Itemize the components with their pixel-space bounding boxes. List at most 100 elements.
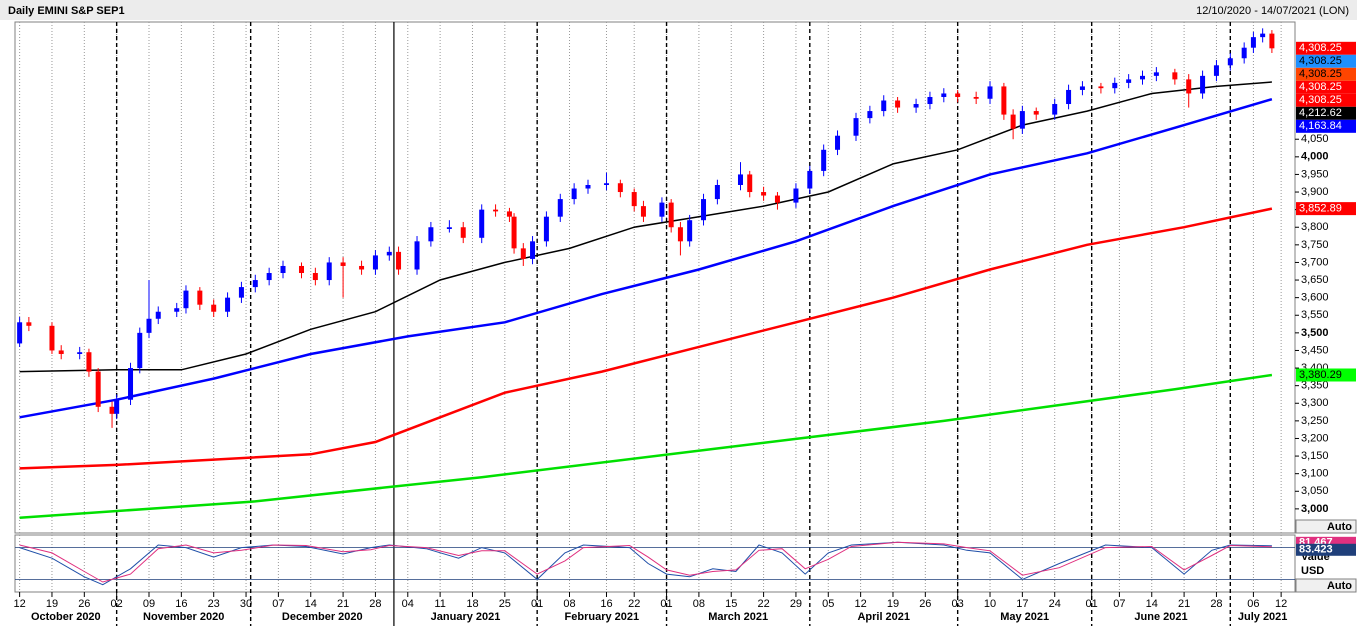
candle-body bbox=[1010, 114, 1016, 129]
price-label: 3,852.89 bbox=[1299, 203, 1342, 215]
price-label-box bbox=[1296, 67, 1356, 81]
x-tick-label: 24 bbox=[1049, 598, 1061, 610]
x-tick-label: 07 bbox=[1113, 598, 1125, 610]
price-label-box bbox=[1296, 93, 1356, 107]
candle-body bbox=[1172, 72, 1178, 80]
candle-body bbox=[114, 399, 120, 414]
x-tick-label: 21 bbox=[1178, 598, 1190, 610]
x-tick-label: 12 bbox=[13, 598, 25, 610]
candle-body bbox=[58, 350, 64, 354]
x-tick-label: 26 bbox=[919, 598, 931, 610]
candle-body bbox=[761, 192, 767, 196]
month-label: April 2021 bbox=[857, 611, 910, 623]
candle-body bbox=[987, 86, 993, 99]
candle-body bbox=[701, 199, 707, 221]
candle-body bbox=[1153, 72, 1159, 76]
candle-body bbox=[460, 227, 466, 238]
y-tick-label: 3,600 bbox=[1301, 292, 1329, 304]
candle-body bbox=[197, 290, 203, 305]
candle-body bbox=[747, 174, 753, 193]
x-tick-label: 26 bbox=[78, 598, 90, 610]
x-tick-label: 09 bbox=[143, 598, 155, 610]
osc-scale-mode[interactable] bbox=[1295, 578, 1357, 593]
x-tick-label: 29 bbox=[790, 598, 802, 610]
candle-body bbox=[86, 352, 92, 372]
price-label: 4,163.84 bbox=[1299, 120, 1342, 132]
moving-average-line bbox=[19, 98, 1273, 419]
candle-body bbox=[298, 265, 304, 274]
candle-body bbox=[359, 265, 365, 270]
price-axis-mode[interactable] bbox=[1295, 519, 1357, 534]
y-tick-label: 3,550 bbox=[1301, 309, 1329, 321]
x-tick-label: 22 bbox=[757, 598, 769, 610]
candle-body bbox=[414, 241, 420, 270]
price-panel-frame bbox=[14, 21, 1296, 534]
price-label-box bbox=[1296, 202, 1356, 216]
candle-body bbox=[26, 322, 32, 326]
candle-body bbox=[955, 93, 961, 97]
x-tick-label: 16 bbox=[600, 598, 612, 610]
candle-body bbox=[312, 273, 318, 281]
candle-body bbox=[1269, 33, 1275, 49]
x-tick-label: 11 bbox=[434, 598, 445, 610]
candle-body bbox=[340, 262, 346, 266]
month-label: December 2020 bbox=[282, 611, 363, 623]
candle-body bbox=[95, 371, 101, 407]
candle-body bbox=[428, 227, 434, 242]
osc-currency: USD bbox=[1301, 565, 1324, 577]
osc-scale-mode-text: Auto bbox=[1327, 580, 1352, 592]
candle-body bbox=[895, 100, 901, 108]
month-label: November 2020 bbox=[143, 611, 224, 623]
candle-body bbox=[1098, 86, 1104, 89]
x-tick-label: 28 bbox=[1210, 598, 1222, 610]
candle-body bbox=[714, 184, 720, 200]
candle-body bbox=[211, 304, 217, 312]
month-label: October 2020 bbox=[31, 611, 101, 623]
price-label-box bbox=[1296, 41, 1356, 55]
y-tick-label: 3,100 bbox=[1301, 468, 1329, 480]
candle-body bbox=[1052, 104, 1058, 115]
y-tick-label: 3,300 bbox=[1301, 397, 1329, 409]
candle-body bbox=[853, 118, 859, 136]
month-label: March 2021 bbox=[708, 611, 768, 623]
candle-body bbox=[881, 100, 887, 112]
price-label: 3,380.29 bbox=[1299, 369, 1342, 381]
y-tick-label: 3,950 bbox=[1301, 168, 1329, 180]
candle-body bbox=[266, 273, 272, 281]
x-tick-label: 04 bbox=[402, 598, 414, 610]
candle-body bbox=[252, 280, 258, 288]
y-tick-label: 3,000 bbox=[1301, 503, 1329, 515]
candle-body bbox=[1250, 37, 1256, 48]
x-tick-label: 21 bbox=[337, 598, 349, 610]
candle-body bbox=[793, 188, 799, 203]
price-label-box bbox=[1296, 119, 1356, 133]
price-label: 4,308.25 bbox=[1299, 55, 1342, 67]
candle-body bbox=[174, 308, 180, 312]
candle-body bbox=[1227, 58, 1233, 66]
candle-body bbox=[17, 322, 23, 344]
candle-body bbox=[386, 251, 392, 256]
candle-body bbox=[1241, 47, 1247, 59]
price-label-box bbox=[1296, 106, 1356, 120]
candle-body bbox=[973, 96, 979, 99]
candle-body bbox=[326, 262, 332, 281]
month-label: July 2021 bbox=[1238, 611, 1288, 623]
chart-subtitle: 12/10/2020 - 14/07/2021 (LON) bbox=[1196, 5, 1349, 17]
x-tick-label: 28 bbox=[369, 598, 381, 610]
candle-body bbox=[530, 241, 536, 259]
y-tick-label: 3,650 bbox=[1301, 274, 1329, 286]
moving-average-line bbox=[19, 81, 1272, 373]
candle-body bbox=[835, 135, 841, 150]
candle-body bbox=[668, 202, 674, 228]
x-tick-label: 23 bbox=[208, 598, 220, 610]
candle-body bbox=[77, 352, 83, 354]
x-tick-label: 19 bbox=[46, 598, 58, 610]
x-tick-label: 12 bbox=[855, 598, 867, 610]
candle-body bbox=[1186, 79, 1192, 94]
candle-body bbox=[913, 104, 919, 108]
x-tick-label: 14 bbox=[305, 598, 317, 610]
candle-body bbox=[1260, 33, 1266, 38]
candle-body bbox=[137, 332, 143, 369]
